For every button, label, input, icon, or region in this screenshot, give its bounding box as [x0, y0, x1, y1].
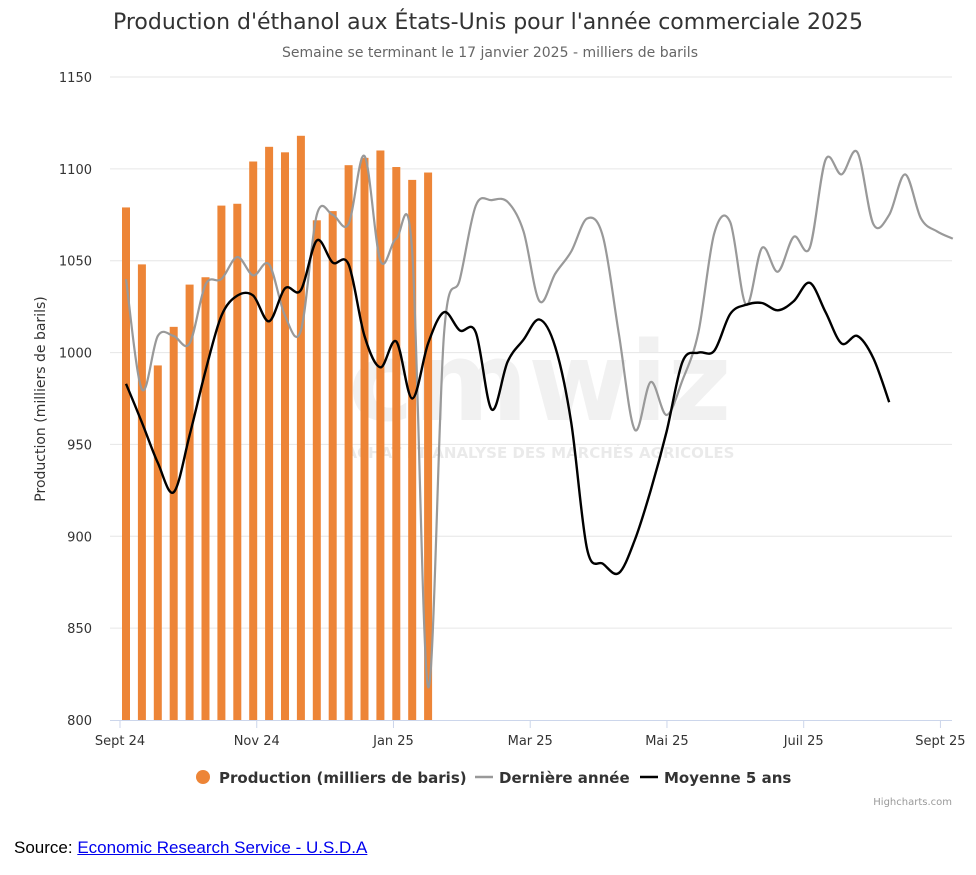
- production-bar: [201, 277, 210, 720]
- x-axis: Sept 24 Nov 24 Jan 25 Mar 25 Mai 25 Juil 25 Se…: [95, 720, 966, 749]
- legend-item: Dernière année: [475, 769, 630, 787]
- source-link[interactable]: Economic Research Service - U.S.D.A: [77, 838, 368, 857]
- production-bar: [265, 146, 274, 721]
- y-tick-label: 900: [67, 530, 92, 545]
- production-bar: [169, 326, 178, 720]
- production-bar: [122, 207, 130, 721]
- production-bar: [185, 284, 194, 720]
- chart-title: Production d'éthanol aux États-Unis pour…: [113, 9, 863, 35]
- y-tick-label: 1150: [59, 71, 92, 86]
- production-bar: [424, 172, 433, 720]
- x-tick-label: Jan 25: [372, 734, 414, 749]
- legend-label: Moyenne 5 ans: [664, 769, 791, 787]
- chart-subtitle: Semaine se terminant le 17 janvier 2025 …: [282, 45, 698, 61]
- production-bar: [249, 161, 258, 721]
- y-tick-label: 800: [67, 714, 92, 729]
- x-tick-label: Sept 25: [915, 734, 965, 749]
- y-axis-labels: 800 850 900 950 1000 1050 1100 1150: [59, 71, 92, 729]
- production-bar: [233, 203, 242, 720]
- series-lines: [124, 149, 954, 689]
- five-year-average-line: [124, 238, 891, 576]
- watermark-tagline: ACHAT ET ANALYSE DES MARCHÉS AGRICOLES: [346, 443, 735, 462]
- production-bar: [376, 150, 385, 720]
- legend-item: Moyenne 5 ans: [640, 769, 791, 787]
- production-bar: [344, 165, 353, 720]
- production-bar: [392, 167, 401, 720]
- x-tick-label: Nov 24: [234, 734, 280, 749]
- legend-label: Production (milliers de baris): [219, 769, 467, 787]
- source-label: Source:: [14, 838, 73, 857]
- production-bar: [408, 179, 417, 720]
- production-bar: [296, 135, 305, 720]
- y-tick-label: 1100: [59, 163, 92, 178]
- x-tick-label: Mar 25: [508, 734, 553, 749]
- production-bars: [122, 135, 433, 721]
- last-year-line: [124, 149, 954, 689]
- y-tick-label: 850: [67, 622, 92, 637]
- legend-bar-symbol: [196, 770, 210, 784]
- y-tick-label: 950: [67, 438, 92, 453]
- production-bar: [137, 264, 146, 720]
- source-line: Source: Economic Research Service - U.S.…: [14, 838, 367, 858]
- x-tick-label: Juil 25: [783, 734, 824, 749]
- production-bar: [281, 152, 289, 720]
- production-bar: [312, 220, 321, 720]
- legend: Production (milliers de baris) Dernière a…: [196, 769, 791, 787]
- legend-item: Production (milliers de baris): [196, 769, 467, 787]
- legend-label: Dernière année: [499, 769, 630, 787]
- y-tick-label: 1000: [59, 347, 92, 362]
- x-tick-label: Sept 24: [95, 734, 145, 749]
- chart-svg: Production d'éthanol aux États-Unis pour…: [33, 9, 966, 808]
- chart-container: Production d'éthanol aux États-Unis pour…: [33, 9, 966, 808]
- x-tick-label: Mai 25: [645, 734, 688, 749]
- production-bar: [153, 365, 162, 720]
- production-bar: [360, 157, 369, 720]
- production-bar: [328, 211, 337, 720]
- y-axis-title: Production (milliers de barils): [33, 296, 49, 501]
- credits-text: Highcharts.com: [873, 797, 952, 808]
- production-bar: [217, 205, 226, 721]
- y-tick-label: 1050: [59, 255, 92, 270]
